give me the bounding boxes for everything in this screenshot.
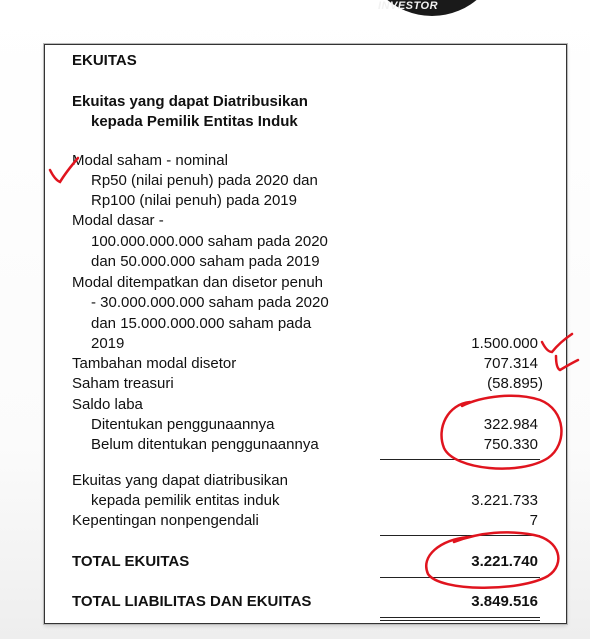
- ekuitas-induk-value: 3.221.733: [471, 492, 538, 509]
- modal-saham-line: dan 15.000.000.000 saham pada: [91, 315, 312, 332]
- tambahan-modal-value: 707.314: [483, 355, 538, 372]
- nonpengendali-label: Kepentingan nonpengendali: [72, 512, 259, 529]
- subtotal-rule: [380, 535, 540, 536]
- total-liabilitas-ekuitas-value: 3.849.516: [471, 593, 538, 610]
- ditentukan-label: Ditentukan penggunaannya: [91, 416, 275, 433]
- saham-treasuri-label: Saham treasuri: [72, 375, 174, 392]
- ekuitas-induk-line-1: Ekuitas yang dapat diatribusikan: [72, 472, 288, 489]
- saldo-laba-label: Saldo laba: [72, 396, 143, 413]
- modal-saham-line: - 30.000.000.000 saham pada 2020: [91, 294, 329, 311]
- modal-saham-line: Modal saham - nominal: [72, 152, 228, 169]
- subheading-line-1: Ekuitas yang dapat Diatribusikan: [72, 93, 308, 110]
- belum-ditentukan-label: Belum ditentukan penggunaannya: [91, 436, 319, 453]
- tambahan-modal-label: Tambahan modal disetor: [72, 355, 237, 372]
- saham-treasuri-value: (58.895): [487, 375, 543, 392]
- watermark-logo-text: INVESTOR: [378, 0, 439, 12]
- nonpengendali-value: 7: [529, 512, 538, 529]
- total-liabilitas-ekuitas-label: TOTAL LIABILITAS DAN EKUITAS: [72, 593, 312, 610]
- modal-saham-line: 100.000.000.000 saham pada 2020: [91, 233, 328, 250]
- double-rule-top: [380, 617, 540, 618]
- ekuitas-induk-line-2: kepada pemilik entitas induk: [91, 492, 280, 509]
- modal-saham-line: 2019: [91, 335, 125, 352]
- balance-sheet-page: EKUITAS Ekuitas yang dapat Diatribusikan…: [44, 44, 567, 624]
- modal-saham-line: Rp100 (nilai penuh) pada 2019: [91, 192, 297, 209]
- section-heading: EKUITAS: [72, 52, 137, 69]
- modal-saham-line: Modal ditempatkan dan disetor penuh: [72, 274, 324, 291]
- subheading-line-2: kepada Pemilik Entitas Induk: [91, 113, 298, 130]
- ditentukan-value: 322.984: [483, 416, 538, 433]
- total-ekuitas-value: 3.221.740: [471, 553, 538, 570]
- double-rule-bottom: [380, 620, 540, 621]
- modal-saham-value: 1.500.000: [471, 335, 538, 352]
- total-rule: [380, 577, 540, 578]
- modal-saham-line: Modal dasar -: [72, 212, 164, 229]
- modal-saham-line: Rp50 (nilai penuh) pada 2020 dan: [91, 172, 318, 189]
- total-ekuitas-label: TOTAL EKUITAS: [72, 553, 190, 570]
- belum-ditentukan-value: 750.330: [483, 436, 538, 453]
- modal-saham-line: dan 50.000.000 saham pada 2019: [91, 253, 320, 270]
- subtotal-rule: [380, 459, 540, 460]
